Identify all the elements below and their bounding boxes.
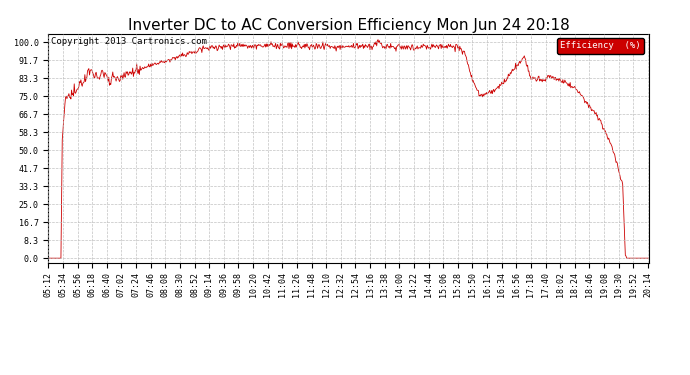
Legend: Efficiency  (%): Efficiency (%) — [557, 38, 644, 54]
Text: Copyright 2013 Cartronics.com: Copyright 2013 Cartronics.com — [51, 37, 207, 46]
Title: Inverter DC to AC Conversion Efficiency Mon Jun 24 20:18: Inverter DC to AC Conversion Efficiency … — [128, 18, 569, 33]
